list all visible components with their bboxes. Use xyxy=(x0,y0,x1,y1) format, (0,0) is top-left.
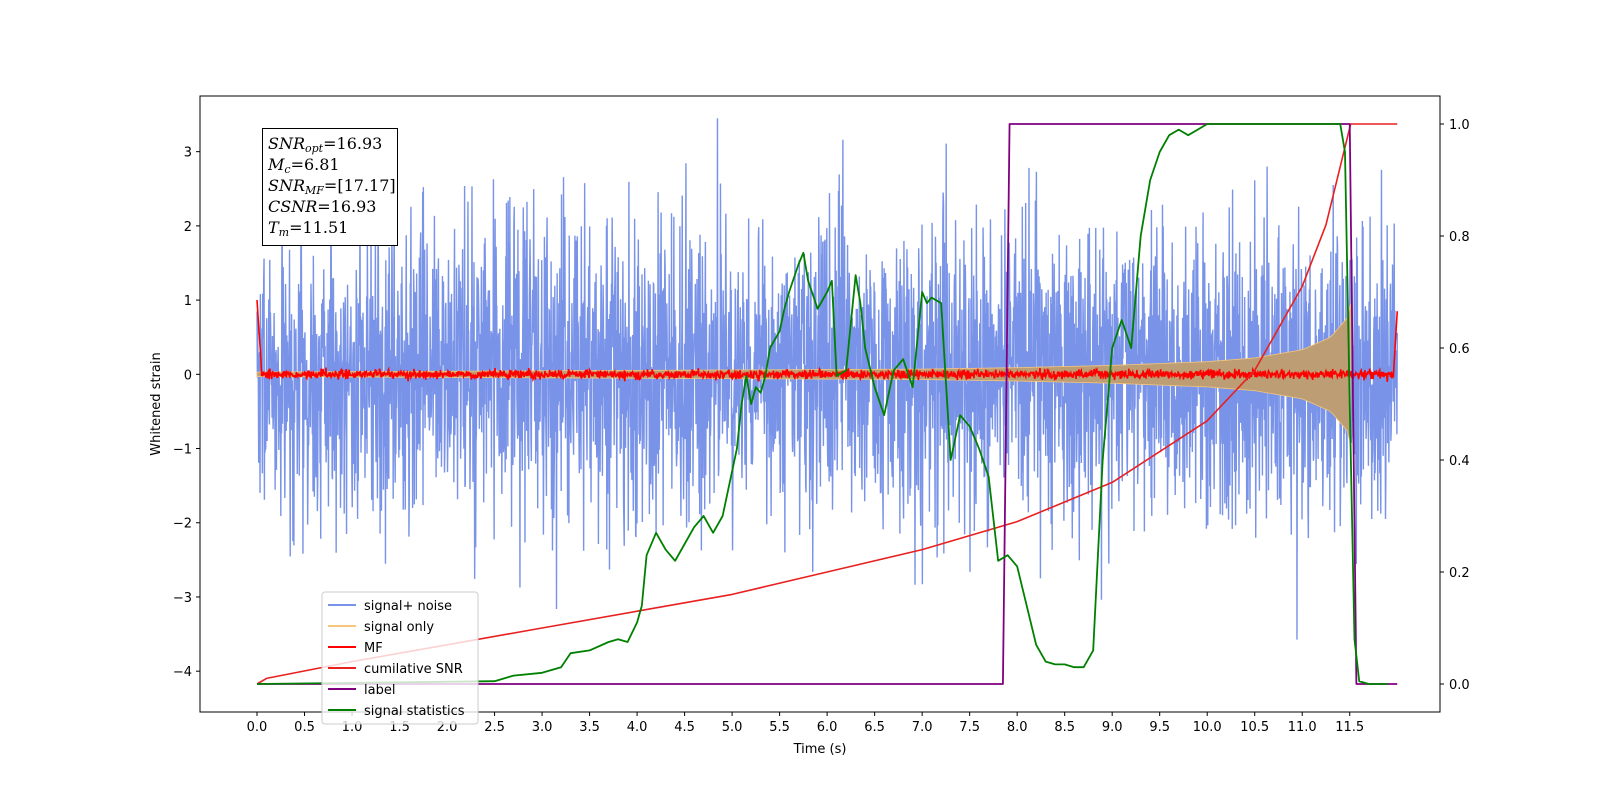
y-tick-label: −2 xyxy=(173,517,192,532)
x-tick-label: 10.0 xyxy=(1193,720,1222,735)
y-tick-label: 3 xyxy=(184,146,192,161)
y2-tick-label: 0.2 xyxy=(1449,566,1470,581)
y-tick-label: −3 xyxy=(173,591,192,606)
y2-tick-label: 0.6 xyxy=(1449,342,1470,357)
y-tick-label: −4 xyxy=(173,665,192,680)
x-tick-label: 6.5 xyxy=(864,720,885,735)
x-tick-label: 11.0 xyxy=(1288,720,1317,735)
x-tick-label: 5.0 xyxy=(722,720,743,735)
label-line xyxy=(257,123,1398,685)
y-tick-label: 2 xyxy=(184,220,192,235)
y-tick-label: 0 xyxy=(184,368,192,383)
y-tick-label: 1 xyxy=(184,294,192,309)
annotation-box: SNRopt=16.93 Mc=6.81 SNRMF=[17.17] CSNR=… xyxy=(262,128,398,246)
y-tick-label: −1 xyxy=(173,443,192,458)
x-tick-label: 4.5 xyxy=(674,720,695,735)
x-tick-label: 7.5 xyxy=(959,720,980,735)
x-tick-label: 8.0 xyxy=(1007,720,1028,735)
x-tick-label: 3.5 xyxy=(579,720,600,735)
y-axis-right: 1.0 0.8 0.6 0.4 0.2 0.0 xyxy=(1440,118,1470,693)
y2-tick-label: 0.8 xyxy=(1449,230,1470,245)
legend-entry: label xyxy=(364,683,395,698)
x-tick-label: 0.5 xyxy=(294,720,315,735)
signal-statistics-line xyxy=(256,123,1388,685)
x-tick-label: 11.5 xyxy=(1335,720,1364,735)
x-tick-label: 4.0 xyxy=(627,720,648,735)
x-tick-label: 10.5 xyxy=(1240,720,1269,735)
legend-entry: signal only xyxy=(364,620,434,635)
x-tick-label: 9.5 xyxy=(1149,720,1170,735)
y-axis-label: Whitened strain xyxy=(149,352,164,455)
x-axis-label: Time (s) xyxy=(793,742,847,757)
legend: signal+ noise signal only MF cumilative SNR… xyxy=(321,591,479,725)
y2-tick-label: 1.0 xyxy=(1449,118,1470,133)
y-axis-left: 3 2 1 0 −1 −2 −3 −4 xyxy=(173,146,200,680)
x-tick-label: 3.0 xyxy=(532,720,553,735)
x-tick-label: 7.0 xyxy=(912,720,933,735)
tm-annotation: Tm=11.51 xyxy=(268,218,349,239)
x-tick-label: 8.5 xyxy=(1054,720,1075,735)
legend-entry: signal statistics xyxy=(364,704,465,719)
mf-line xyxy=(256,300,1399,383)
chirp-mass-annotation: Mc=6.81 xyxy=(268,155,340,176)
axes-frame xyxy=(199,95,1441,713)
x-tick-label: 5.5 xyxy=(769,720,790,735)
legend-entry: cumilative SNR xyxy=(364,662,463,677)
x-tick-label: 2.5 xyxy=(484,720,505,735)
legend-entry: signal+ noise xyxy=(364,599,452,614)
x-tick-label: 0.0 xyxy=(247,720,268,735)
snr-opt-annotation: SNRopt=16.93 xyxy=(268,134,383,155)
csnr-annotation: CSNR=16.93 xyxy=(268,197,377,216)
y2-tick-label: 0.4 xyxy=(1449,454,1470,469)
y2-tick-label: 0.0 xyxy=(1449,678,1470,693)
x-tick-label: 6.0 xyxy=(817,720,838,735)
snr-mf-annotation: SNRMF=[17.17] xyxy=(268,176,396,197)
legend-entry: MF xyxy=(364,641,383,656)
legend-box xyxy=(321,591,479,725)
x-tick-label: 9.0 xyxy=(1102,720,1123,735)
